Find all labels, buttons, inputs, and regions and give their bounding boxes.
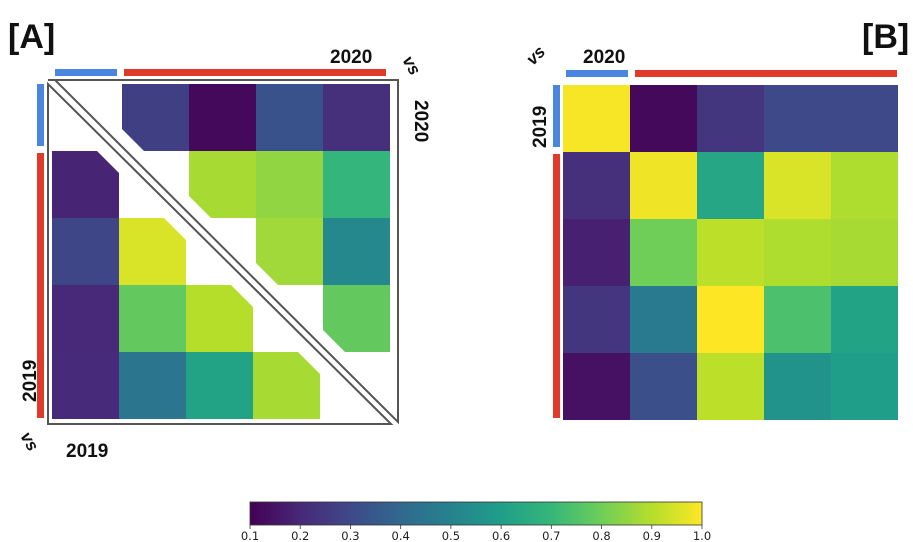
panel-a-left-axis-label: 2019: [20, 360, 41, 402]
panel-a-lower-cell-3-1: [119, 285, 186, 352]
panel-a-lower-cell-4-0: [52, 352, 119, 419]
panel-b-cell-2-2: [697, 219, 764, 286]
panel-a-upper-cell-2-3: [256, 218, 323, 285]
panel-b-cell-3-1: [630, 286, 697, 353]
colorbar-ticks: 0.1 0.2 0.3 0.4 0.5 0.6 0.7 0.8 0.9 1.0: [241, 525, 711, 542]
panel-a-bottom-vs-label: vs: [17, 429, 43, 455]
panel-a-lower-cell-1-0: [52, 151, 119, 218]
panel-b-cell-4-2: [697, 353, 764, 420]
panel-a-top-vs-label: vs: [399, 53, 425, 79]
panel-b-cell-2-0: [563, 219, 630, 286]
panel-a-top-group-bar-short: [55, 69, 117, 76]
panel-a-lower-cell-3-0: [52, 285, 119, 352]
panel-b-cell-4-0: [563, 353, 630, 420]
colorbar-tick-label: 0.9: [643, 529, 661, 542]
panel-b-left-axis-label: 2019: [530, 106, 551, 148]
panel-a-right-axis-label: 2020: [410, 100, 431, 142]
panel-b-cell-0-1: [630, 85, 697, 152]
colorbar-tick-label: 0.7: [542, 529, 560, 542]
panel-a-upper-cell-0-4: [323, 84, 390, 151]
panel-a-lower-cell-4-2: [186, 352, 253, 419]
panel-b-cell-0-4: [831, 85, 898, 152]
panel-b-left-group-bar-short: [553, 85, 560, 147]
panel-b-cell-3-2: [697, 286, 764, 353]
panel-b-left-group-bar-long: [553, 154, 560, 418]
panel-a-lower-cell-2-0: [52, 218, 119, 285]
panel-a-lower-cell-4-1: [119, 352, 186, 419]
panel-a-left-group-bar-long: [37, 153, 44, 418]
colorbar-tick-label: 0.3: [341, 529, 359, 542]
panel-b-label: [B]: [862, 18, 909, 56]
panel-a-upper-cell-1-4: [323, 151, 390, 218]
panel-a-lower-cell-2-1: [119, 218, 186, 285]
panel-b-cell-4-3: [764, 353, 831, 420]
panel-b-cell-0-2: [697, 85, 764, 152]
panel-b-cell-2-3: [764, 219, 831, 286]
panel-b-heatmap: [563, 85, 898, 420]
panel-a-upper-cell-1-3: [256, 151, 323, 218]
colorbar-tick-label: 0.5: [442, 529, 460, 542]
panel-b-cell-3-0: [563, 286, 630, 353]
panel-a-upper-cell-3-4: [323, 285, 390, 352]
panel-a-lower-triangle-frame: [47, 81, 394, 425]
panel-b-cell-3-3: [764, 286, 831, 353]
panel-b-cell-0-3: [764, 85, 831, 152]
panel-b-vs-label: vs: [522, 42, 549, 69]
colorbar-tick-label: 0.8: [592, 529, 610, 542]
panel-b-cell-4-4: [831, 353, 898, 420]
panel-a-top-axis-label: 2020: [330, 47, 372, 68]
panel-b-cell-1-3: [764, 152, 831, 219]
panel-a-upper-triangle-frame: [52, 79, 399, 425]
panel-a-upper-cell-1-2: [189, 151, 256, 218]
panel-a-upper-cell-0-2: [189, 84, 256, 151]
colorbar-tick-label: 0.6: [492, 529, 510, 542]
panel-a-upper-cell-0-3: [256, 84, 323, 151]
panel-a-heatmap: [52, 84, 390, 419]
panel-b-cell-2-1: [630, 219, 697, 286]
colorbar-tick-label: 0.4: [392, 529, 410, 542]
colorbar-tick-label: 1.0: [693, 529, 711, 542]
panel-a-left-group-bar-short: [37, 84, 44, 146]
panel-b-cell-0-0: [563, 85, 630, 152]
panel-b-top-group-bar-short: [566, 70, 628, 77]
panel-a-lower-cell-4-3: [253, 352, 320, 419]
panel-b-cell-1-1: [630, 152, 697, 219]
panel-a-bottom-axis-label: 2019: [66, 441, 108, 462]
panel-a-upper-cell-0-1: [122, 84, 189, 151]
panel-b-cell-2-4: [831, 219, 898, 286]
panel-a-label: [A]: [8, 18, 55, 56]
panel-b-top-axis-label: 2020: [583, 47, 625, 68]
panel-b-cell-1-2: [697, 152, 764, 219]
panel-b-cell-1-4: [831, 152, 898, 219]
panel-b-top-group-bar-long: [635, 70, 897, 77]
panel-b-cell-1-0: [563, 152, 630, 219]
colorbar: [249, 501, 703, 526]
panel-b-cell-3-4: [831, 286, 898, 353]
colorbar-tick-label: 0.1: [241, 529, 259, 542]
panel-a-upper-cell-2-4: [323, 218, 390, 285]
colorbar-tick-label: 0.2: [291, 529, 309, 542]
panel-a-lower-cell-3-2: [186, 285, 253, 352]
panel-b-cell-4-1: [630, 353, 697, 420]
panel-a-top-group-bar-long: [124, 69, 386, 76]
